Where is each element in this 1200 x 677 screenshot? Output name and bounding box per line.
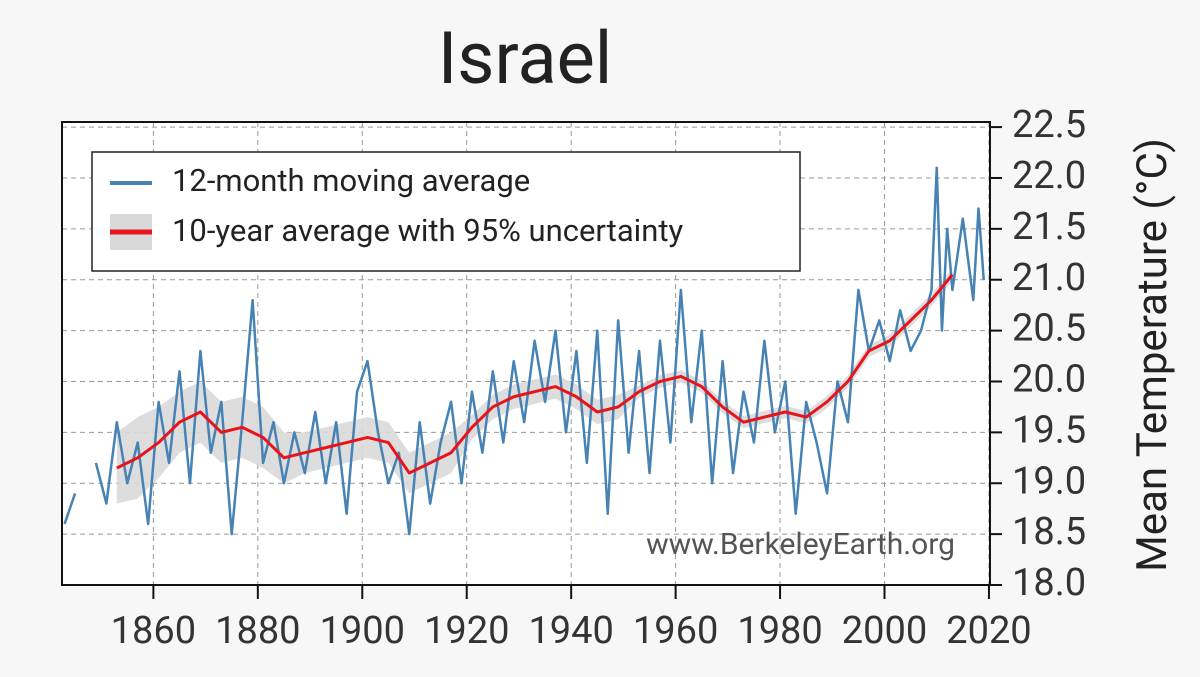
- x-tick-label: 2020: [946, 609, 1031, 653]
- y-tick-label: 18.0: [1012, 561, 1086, 605]
- chart-title: Israel: [438, 16, 613, 101]
- y-tick-label: 22.5: [1012, 103, 1086, 147]
- y-tick-label: 19.5: [1012, 408, 1086, 452]
- y-tick-label: 21.0: [1012, 256, 1086, 300]
- y-tick-label: 22.0: [1012, 154, 1086, 198]
- y-tick-label: 19.0: [1012, 459, 1086, 503]
- x-tick-label: 2000: [842, 609, 927, 653]
- x-tick-label: 1960: [633, 609, 718, 653]
- plot-frame: [61, 121, 991, 586]
- y-axis-label: Mean Temperature (°C): [1128, 138, 1177, 572]
- y-tick-label: 21.5: [1012, 205, 1086, 249]
- series-line: [116, 273, 954, 475]
- legend-label: 10-year average with 95% uncertainty: [172, 212, 683, 249]
- y-tick-label: 18.5: [1012, 510, 1086, 554]
- legend: [91, 151, 801, 272]
- x-tick-label: 1980: [737, 609, 822, 653]
- x-tick-label: 1860: [111, 609, 196, 653]
- series-line: [63, 166, 985, 536]
- y-tick-label: 20.5: [1012, 307, 1086, 351]
- x-tick-label: 1920: [424, 609, 509, 653]
- uncertainty-band: [116, 268, 953, 504]
- y-tick-label: 20.0: [1012, 358, 1086, 402]
- x-tick-label: 1940: [528, 609, 613, 653]
- legend-label: 12-month moving average: [172, 162, 530, 199]
- x-tick-label: 1880: [215, 609, 300, 653]
- watermark: www.BerkeleyEarth.org: [646, 527, 955, 562]
- x-tick-label: 1900: [320, 609, 405, 653]
